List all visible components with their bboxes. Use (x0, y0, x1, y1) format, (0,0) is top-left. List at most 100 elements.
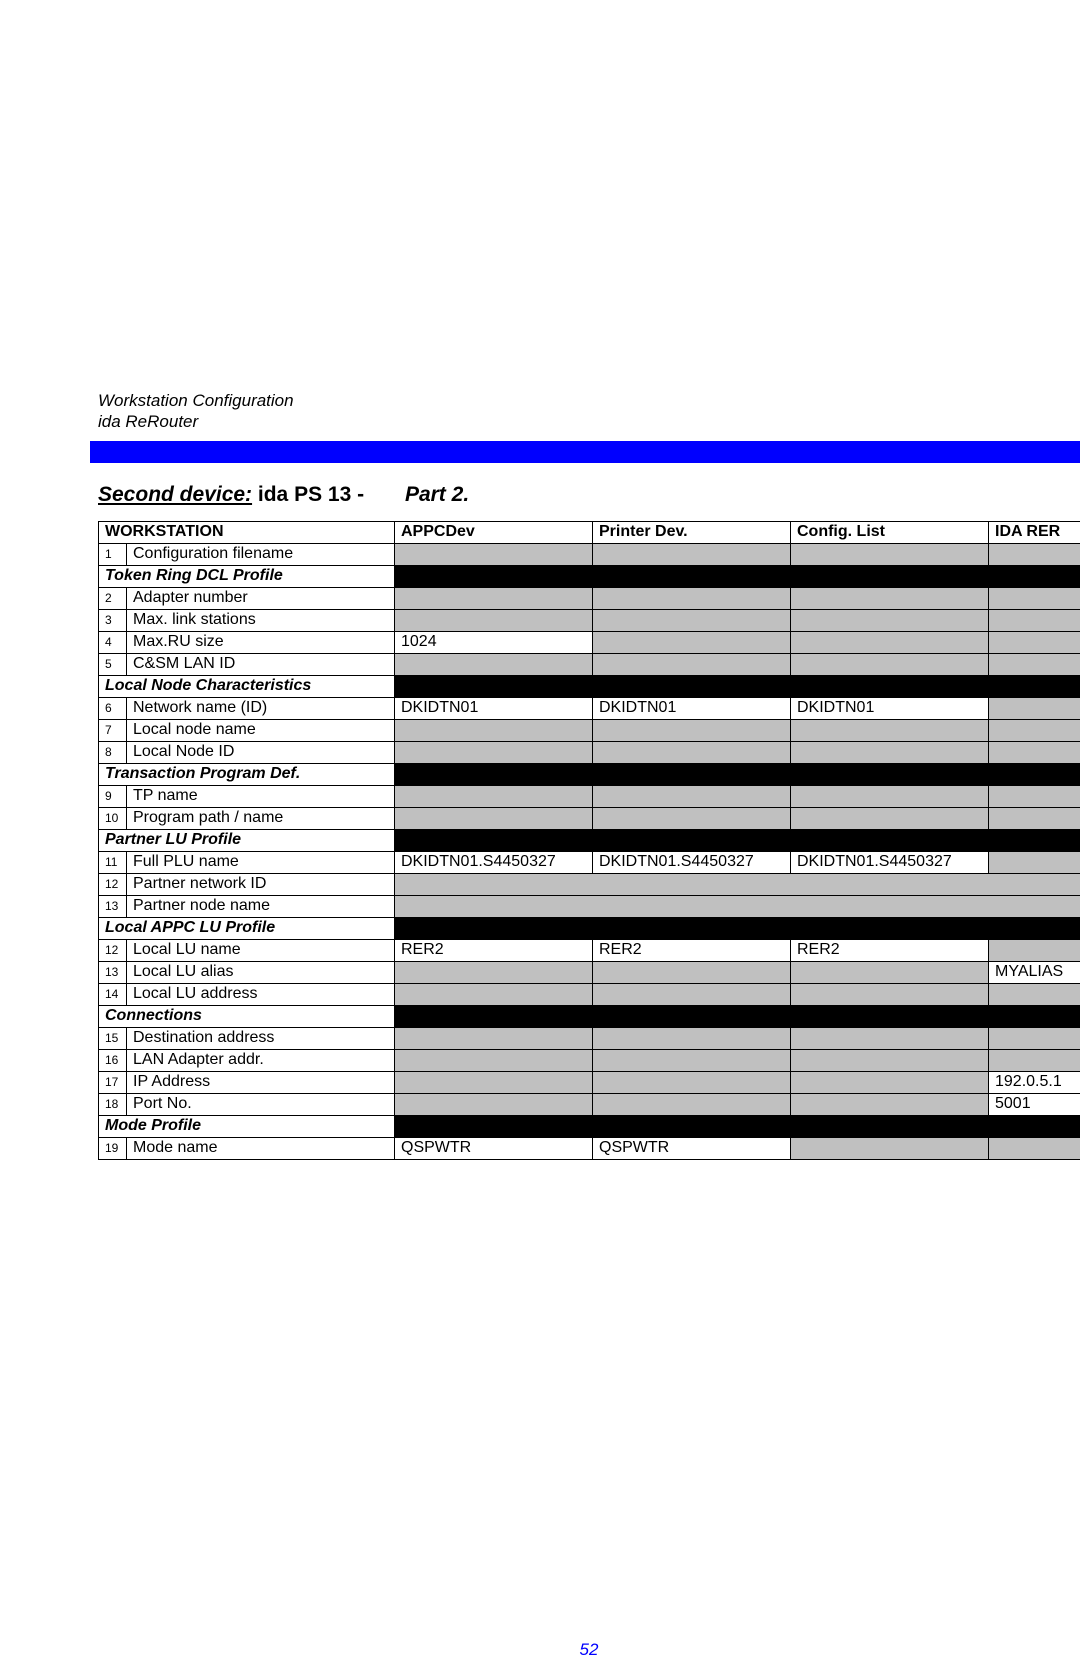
table-row: 19 Mode name QSPWTR QSPWTR (99, 1137, 1080, 1159)
cell (989, 983, 1080, 1005)
cell (989, 653, 1080, 675)
cell (395, 741, 593, 763)
cell (593, 1071, 791, 1093)
cell (395, 587, 593, 609)
row-label: Port No. (127, 1093, 395, 1115)
section-label: Token Ring DCL Profile (99, 565, 395, 587)
col-workstation: WORKSTATION (99, 521, 395, 543)
cell (593, 785, 791, 807)
row-num: 11 (99, 851, 127, 873)
row-num: 16 (99, 1049, 127, 1071)
cell (791, 785, 989, 807)
section-row: Token Ring DCL Profile (99, 565, 1080, 587)
row-label: C&SM LAN ID (127, 653, 395, 675)
row-label: Network name (ID) (127, 697, 395, 719)
title-dash: - (351, 483, 364, 506)
section-row: Local Node Characteristics (99, 675, 1080, 697)
row-label: Local node name (127, 719, 395, 741)
section-label: Transaction Program Def. (99, 763, 395, 785)
cell: QSPWTR (395, 1137, 593, 1159)
cell (791, 741, 989, 763)
table-row: 7 Local node name (99, 719, 1080, 741)
table-header-row: WORKSTATION APPCDev Printer Dev. Config.… (99, 521, 1080, 543)
table-row: 14 Local LU address (99, 983, 1080, 1005)
cell (395, 807, 593, 829)
cell (593, 1093, 791, 1115)
blue-separator-bar (90, 441, 1080, 463)
section-label: Local Node Characteristics (99, 675, 395, 697)
cell: DKIDTN01 (395, 697, 593, 719)
section-black (395, 1005, 1080, 1027)
col-ida: IDA RER (989, 521, 1080, 543)
cell (791, 609, 989, 631)
section-title: Second device: ida PS 13 - Part 2. (98, 483, 1080, 507)
cell: 5001 (989, 1093, 1080, 1115)
page-number: 52 (98, 1640, 1080, 1660)
section-black (395, 917, 1080, 939)
row-num: 12 (99, 939, 127, 961)
row-label: Adapter number (127, 587, 395, 609)
cell: DKIDTN01.S4450327 (395, 851, 593, 873)
section-label: Connections (99, 1005, 395, 1027)
cell (989, 1027, 1080, 1049)
cell (989, 587, 1080, 609)
row-label: Mode name (127, 1137, 395, 1159)
row-num: 15 (99, 1027, 127, 1049)
cell (989, 741, 1080, 763)
section-black (395, 1115, 1080, 1137)
row-num: 12 (99, 873, 127, 895)
row-label: Program path / name (127, 807, 395, 829)
cell (791, 543, 989, 565)
cell (395, 543, 593, 565)
table-row: 9 TP name (99, 785, 1080, 807)
cell (395, 895, 1080, 917)
cell: 1024 (395, 631, 593, 653)
row-num: 4 (99, 631, 127, 653)
cell (989, 543, 1080, 565)
cell (989, 1049, 1080, 1071)
cell (791, 587, 989, 609)
cell (989, 631, 1080, 653)
section-row: Mode Profile (99, 1115, 1080, 1137)
cell (593, 587, 791, 609)
cell (593, 807, 791, 829)
section-black (395, 763, 1080, 785)
cell (791, 653, 989, 675)
cell (989, 719, 1080, 741)
row-label: Local LU address (127, 983, 395, 1005)
title-part: Part 2. (405, 483, 469, 506)
cell (791, 983, 989, 1005)
row-label: Full PLU name (127, 851, 395, 873)
cell (989, 609, 1080, 631)
table-row: 13 Partner node name (99, 895, 1080, 917)
row-num: 18 (99, 1093, 127, 1115)
title-device: ida PS 13 (252, 483, 351, 506)
cell (593, 961, 791, 983)
cell (395, 961, 593, 983)
section-label: Local APPC LU Profile (99, 917, 395, 939)
table-row: 15 Destination address (99, 1027, 1080, 1049)
cell: MYALIAS (989, 961, 1080, 983)
cell (791, 1027, 989, 1049)
cell (395, 1071, 593, 1093)
cell (791, 719, 989, 741)
configuration-table: WORKSTATION APPCDev Printer Dev. Config.… (98, 521, 1080, 1160)
section-black (395, 829, 1080, 851)
row-label: LAN Adapter addr. (127, 1049, 395, 1071)
row-num: 17 (99, 1071, 127, 1093)
section-label: Partner LU Profile (99, 829, 395, 851)
row-num: 3 (99, 609, 127, 631)
cell (593, 741, 791, 763)
cell (791, 807, 989, 829)
row-label: Local LU name (127, 939, 395, 961)
table-row: 16 LAN Adapter addr. (99, 1049, 1080, 1071)
table-row: 12 Partner network ID (99, 873, 1080, 895)
cell (791, 631, 989, 653)
row-label: Destination address (127, 1027, 395, 1049)
row-label: Partner network ID (127, 873, 395, 895)
row-label: TP name (127, 785, 395, 807)
table-row: 4 Max.RU size 1024 (99, 631, 1080, 653)
cell (395, 1027, 593, 1049)
cell (989, 807, 1080, 829)
cell (593, 1049, 791, 1071)
